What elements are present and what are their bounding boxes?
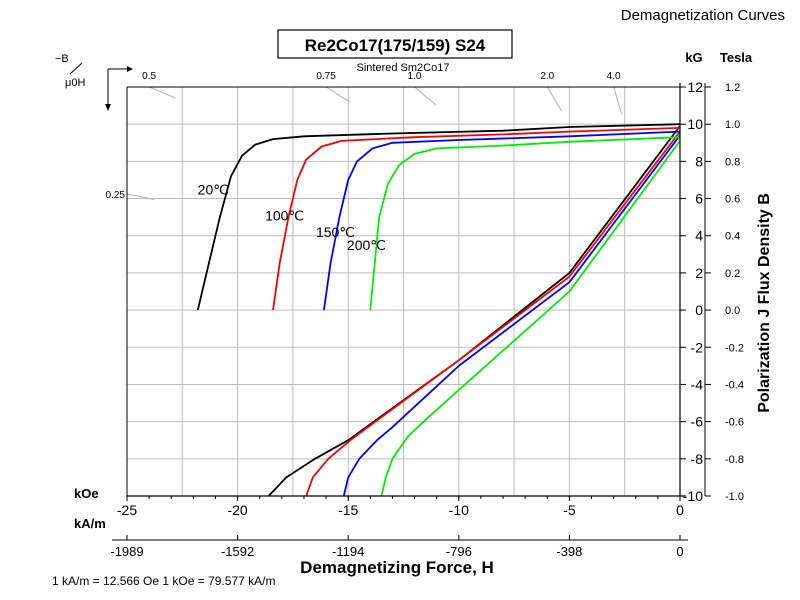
series-line-j xyxy=(196,123,681,311)
permeance-label: 0.25 xyxy=(106,190,126,201)
corner-title: Demagnetization Curves xyxy=(621,7,785,24)
permeance-label: 4.0 xyxy=(607,71,621,82)
permeance-lines: 0.5 0.75 1.0 2.0 4.0 0.25 xyxy=(106,71,623,201)
series-label: 200℃ xyxy=(347,237,386,253)
chart-title: Re2Co17(175/159) S24 xyxy=(305,36,486,55)
tesla-tick-label: 0.6 xyxy=(725,194,740,206)
permeance-line xyxy=(148,86,176,99)
y-tick-label: 0 xyxy=(695,302,703,318)
y-tick-label: -6 xyxy=(691,414,704,430)
y-axis-title: Polarization J Flux Density B xyxy=(756,193,773,413)
permeance-label: 2.0 xyxy=(540,71,554,82)
title-box xyxy=(277,29,513,59)
series-label: 20℃ xyxy=(198,181,229,197)
y-unit-tesla: Tesla xyxy=(720,50,753,65)
grid-lines xyxy=(126,86,681,497)
mu-label-top: −B xyxy=(55,53,69,65)
y-tick-label: 8 xyxy=(695,153,703,169)
series-label: 100℃ xyxy=(265,207,304,223)
kam-tick-label: -1592 xyxy=(221,544,254,559)
y-tick-label: 10 xyxy=(687,116,703,132)
x-tick-label: -5 xyxy=(563,502,576,518)
x-tick-label: -25 xyxy=(117,502,137,518)
x-tick-label: -20 xyxy=(227,502,247,518)
axes: -25-1989-20-1592-15-1194-10-796-5-398001… xyxy=(110,79,744,559)
tesla-tick-label: 0.4 xyxy=(725,231,740,243)
tesla-tick-label: -1.0 xyxy=(725,491,744,503)
y-tick-label: 2 xyxy=(695,265,703,281)
series-line-b xyxy=(342,134,681,497)
y-tick-label: 6 xyxy=(695,191,703,207)
x-unit-koe: kOe xyxy=(74,486,99,501)
mu-divider xyxy=(69,62,83,75)
series-line-j xyxy=(369,136,681,311)
y-tick-label: 12 xyxy=(687,79,703,95)
kam-tick-label: -1989 xyxy=(110,544,143,559)
tesla-tick-label: -0.6 xyxy=(725,417,744,429)
chart-subtitle: Sintered Sm2Co17 xyxy=(357,62,450,74)
y-tick-label: -2 xyxy=(691,339,704,355)
y-unit-kg: kG xyxy=(685,50,702,65)
y-tick-label: -8 xyxy=(691,451,704,467)
tesla-tick-label: -0.8 xyxy=(725,454,744,466)
series-line-j xyxy=(272,127,681,311)
x-unit-kam: kA/m xyxy=(74,516,106,531)
mu-arrow-v-head xyxy=(105,104,111,111)
series-line-b xyxy=(305,131,681,497)
series-line-b xyxy=(380,140,681,497)
permeance-line xyxy=(325,86,351,103)
permeance-label: 1.0 xyxy=(408,71,422,82)
x-tick-label: -15 xyxy=(338,502,358,518)
y-tick-label: 4 xyxy=(695,228,703,244)
mu-label-bottom: μ0H xyxy=(65,77,85,89)
permeance-label: 0.75 xyxy=(316,71,336,82)
tesla-tick-label: 0.0 xyxy=(725,305,740,317)
kam-tick-label: -398 xyxy=(556,544,582,559)
kam-tick-label: 0 xyxy=(676,544,683,559)
tesla-tick-label: 0.8 xyxy=(725,156,740,168)
y-tick-label: -4 xyxy=(691,376,704,392)
kam-tick-label: -1194 xyxy=(332,544,364,559)
tesla-tick-label: -0.2 xyxy=(725,342,744,354)
permeance-line xyxy=(414,86,437,106)
y-tick-label: -10 xyxy=(683,488,703,504)
tesla-tick-label: 0.2 xyxy=(725,268,740,280)
permeance-line xyxy=(126,193,155,201)
tesla-tick-label: 1.2 xyxy=(725,82,740,94)
x-tick-label: -10 xyxy=(449,502,469,518)
permeance-line xyxy=(613,86,623,114)
series-label: 150℃ xyxy=(316,224,355,240)
permeance-line xyxy=(546,86,563,112)
permeance-label: 0.5 xyxy=(142,71,156,82)
kam-tick-label: -796 xyxy=(446,544,472,559)
series-line-b xyxy=(267,125,681,497)
tesla-tick-label: 1.0 xyxy=(725,119,740,131)
tesla-tick-label: -0.4 xyxy=(725,379,744,391)
conversion-footnote: 1 kA/m = 12.566 Oe 1 kOe = 79.577 kA/m xyxy=(52,574,275,588)
series-line-j xyxy=(323,130,681,311)
mu-arrow-h-head xyxy=(127,66,133,72)
x-axis-title: Demagnetizing Force, H xyxy=(300,558,494,577)
x-tick-label: 0 xyxy=(676,502,684,518)
